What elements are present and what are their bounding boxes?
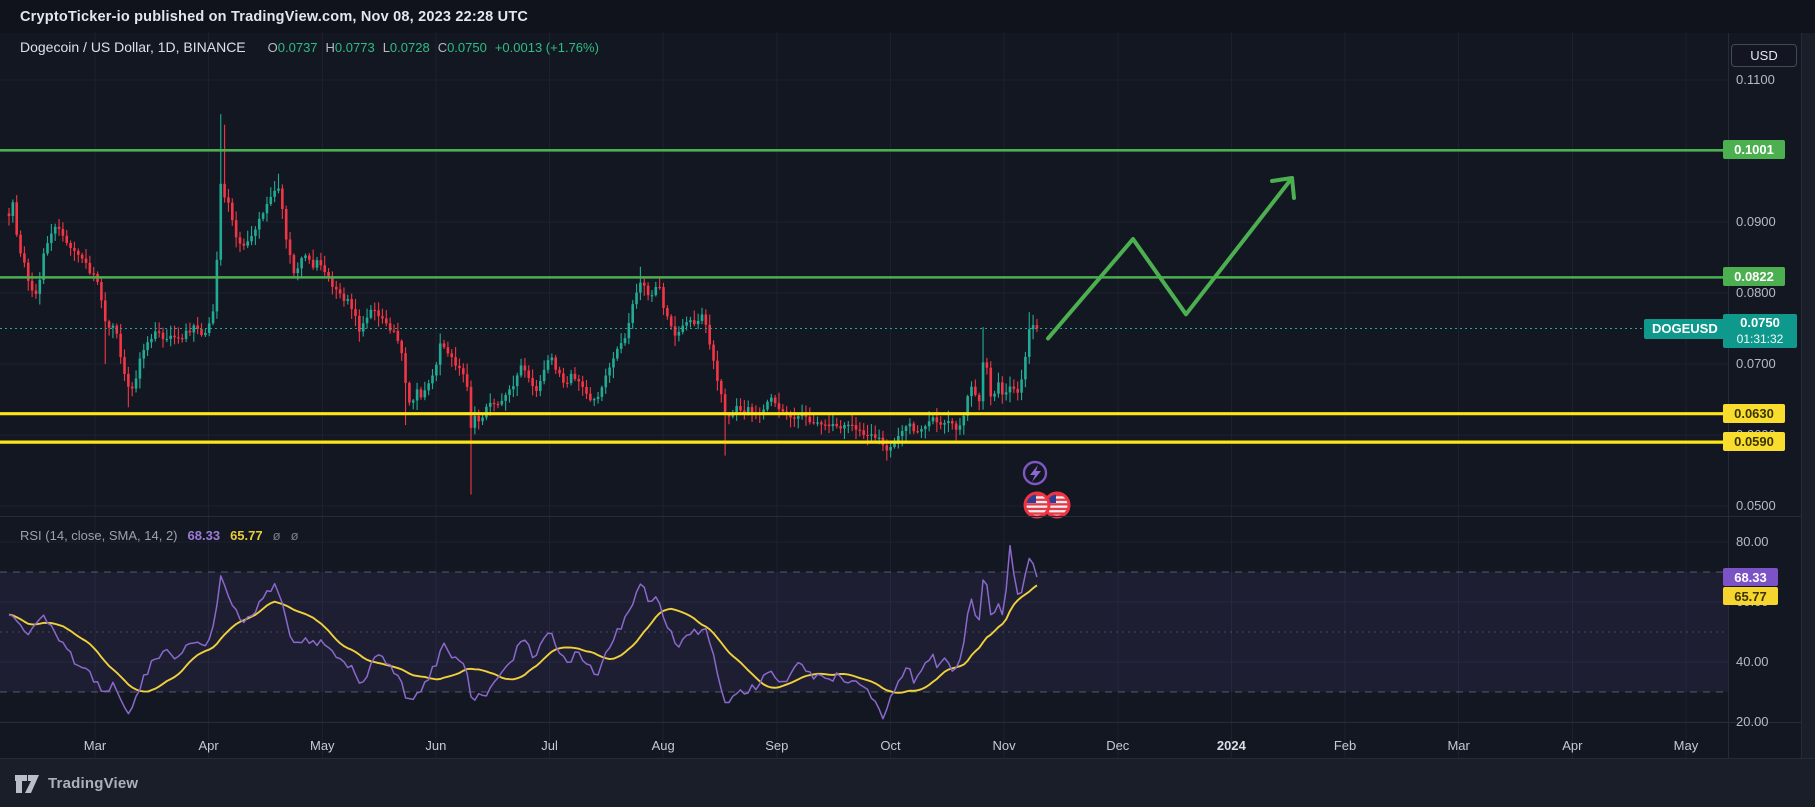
footer: TradingView <box>0 759 1815 807</box>
high-label: H <box>325 40 335 55</box>
rsi-title: RSI (14, close, SMA, 14, 2) <box>20 528 178 543</box>
time-axis-border <box>0 722 1801 723</box>
support-price-tag: 0.0630 <box>1723 403 1785 423</box>
rsi-tick-label: 20.00 <box>1736 714 1769 729</box>
last-price-label: 0.0750 01:31:32 <box>1723 313 1797 348</box>
open-value: 0.0737 <box>277 40 318 55</box>
change-value: +0.0013 (+1.76%) <box>494 40 599 55</box>
rsi-sma-tag: 65.77 <box>1723 587 1778 605</box>
price-tick-label: 0.1100 <box>1736 72 1775 87</box>
month-label: Sep <box>765 738 789 753</box>
open-label: O <box>267 40 278 55</box>
event-icon-lightning[interactable] <box>1022 460 1048 486</box>
rsi-tick-label: 80.00 <box>1736 534 1769 549</box>
rsi-empty-value-1: ø <box>272 528 281 543</box>
month-label: Jul <box>541 738 558 753</box>
month-label: Mar <box>83 738 107 753</box>
month-label: Aug <box>651 738 675 753</box>
resistance-price-tag: 0.0822 <box>1723 267 1785 287</box>
projection-arrow[interactable] <box>1046 175 1296 341</box>
currency-toggle-button[interactable]: USD <box>1731 44 1797 67</box>
chart-bottom-border <box>0 758 1815 759</box>
month-label: Feb <box>1333 738 1357 753</box>
resistance-price-tag: 0.1001 <box>1723 140 1785 160</box>
month-label: Nov <box>992 738 1016 753</box>
event-icon-us-flag[interactable] <box>1023 491 1051 519</box>
rsi-legend[interactable]: RSI (14, close, SMA, 14, 2) 68.33 65.77 … <box>20 528 299 543</box>
price-tick-label: 0.0700 <box>1736 356 1776 371</box>
rsi-sma-value: 65.77 <box>230 528 263 543</box>
close-value: 0.0750 <box>447 40 487 55</box>
symbol-title: Dogecoin / US Dollar, 1D, BINANCE <box>20 39 246 55</box>
symbol-flag-text: DOGEUSD <box>1652 320 1718 336</box>
currency-label: USD <box>1750 48 1778 63</box>
month-label: Jun <box>425 738 447 753</box>
month-label: Mar <box>1447 738 1470 753</box>
price-axis-border <box>1728 33 1729 758</box>
symbol-legend[interactable]: Dogecoin / US Dollar, 1D, BINANCE O 0.07… <box>20 39 599 55</box>
chart-panel[interactable] <box>0 33 1801 758</box>
close-label: C <box>437 40 448 55</box>
rsi-band <box>0 571 1728 693</box>
month-label: Dec <box>1106 738 1130 753</box>
tradingview-brand-text[interactable]: TradingView <box>48 774 139 792</box>
month-label: May <box>1673 738 1699 753</box>
low-value: 0.0728 <box>389 40 430 55</box>
price-tick-label: 0.0500 <box>1736 498 1776 513</box>
month-label: 2024 <box>1216 738 1246 753</box>
last-price-value: 0.0750 <box>1740 314 1780 330</box>
month-label: Oct <box>880 738 901 753</box>
candles-layer[interactable] <box>7 114 1039 495</box>
month-label: Apr <box>198 738 219 753</box>
rsi-sma-line[interactable] <box>8 584 1038 694</box>
bar-countdown: 01:31:32 <box>1736 331 1784 346</box>
symbol-price-flag: DOGEUSD <box>1644 318 1726 339</box>
month-label: Apr <box>1562 738 1583 753</box>
rsi-line[interactable] <box>8 544 1038 720</box>
pane-separator[interactable] <box>0 516 1801 517</box>
high-value: 0.0773 <box>334 40 375 55</box>
panel-right-border <box>1801 33 1802 758</box>
rsi-value: 68.33 <box>187 528 221 543</box>
support-price-tag: 0.0590 <box>1723 432 1785 452</box>
tradingview-logo-icon[interactable] <box>14 772 40 794</box>
publication-banner: CryptoTicker-io published on TradingView… <box>0 0 1815 33</box>
price-tick-label: 0.0800 <box>1736 285 1776 300</box>
rsi-value-tag: 68.33 <box>1723 568 1778 586</box>
price-tick-label: 0.0900 <box>1736 214 1776 229</box>
low-label: L <box>382 40 390 55</box>
banner-text: CryptoTicker-io published on TradingView… <box>20 8 529 25</box>
rsi-tick-label: 40.00 <box>1736 654 1769 669</box>
month-label: May <box>309 738 335 753</box>
rsi-empty-value-2: ø <box>290 528 299 543</box>
